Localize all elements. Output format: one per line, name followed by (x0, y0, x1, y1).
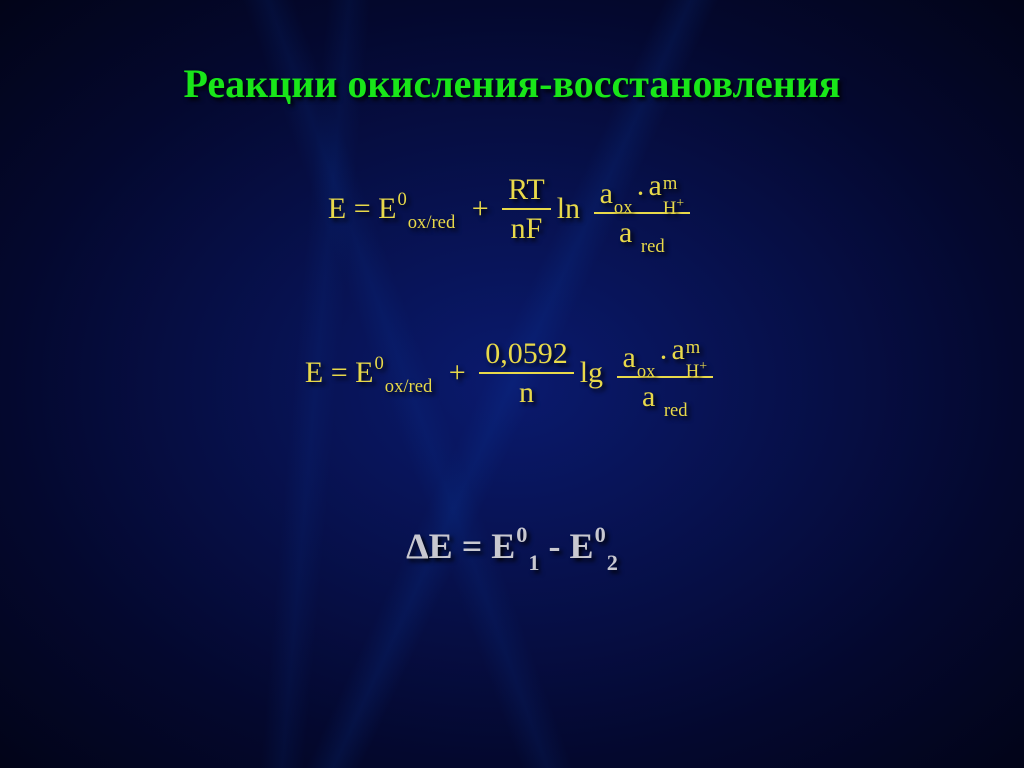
minus-sign: - (549, 526, 561, 566)
a-ox: a ox (600, 177, 633, 210)
a-red: a red (642, 380, 688, 413)
numerator-activities: a ox · a m H+ (617, 331, 714, 376)
E0-ox-red: E 0 ox/red (378, 192, 455, 226)
E0-2: E 0 2 (570, 525, 618, 567)
lhs-E: E (305, 356, 323, 390)
E0-sub: ox/red (385, 376, 433, 398)
denominator-a-red: a red (613, 214, 671, 251)
E0-1: E 0 1 (491, 525, 539, 567)
sub-1: 1 (528, 550, 539, 576)
plus-sign: + (472, 192, 489, 226)
E0-ox-red: E 0 ox/red (355, 356, 432, 390)
nernst-equation-numeric: E = E 0 ox/red + 0,0592 n lg a (60, 331, 964, 415)
E0-sup: 0 (397, 189, 406, 211)
ln-operator: ln (557, 192, 580, 226)
lhs-E: E (328, 192, 346, 226)
E0-base: E (378, 192, 396, 226)
denominator-n: n (513, 374, 540, 411)
a-ox-sub: ox (637, 362, 656, 382)
fraction-coef-n: 0,0592 n (479, 335, 574, 411)
a-red-sub: red (641, 237, 665, 257)
numerator-RT: RT (502, 171, 551, 208)
E0-sup: 0 (374, 353, 383, 375)
denominator-nF: nF (505, 210, 549, 247)
E0-sub: ox/red (408, 212, 456, 234)
fraction-activities: a ox · a m H+ (594, 167, 691, 251)
E0-base: E (355, 356, 373, 390)
a-ox-sub: ox (614, 198, 633, 218)
a-ox-base: a (623, 341, 636, 374)
equals-sign: = (331, 356, 348, 390)
fraction-RT-nF: RT nF (502, 171, 551, 247)
a-ox: a ox (623, 341, 656, 374)
denominator-a-red: a red (636, 378, 694, 415)
a-H-sub-H: H+ (686, 365, 707, 379)
numerator-coef: 0,0592 (479, 335, 574, 372)
a-H-base: a (648, 169, 661, 202)
E-base: E (570, 525, 594, 567)
plus-sign: + (449, 356, 466, 390)
a-ox-base: a (600, 177, 613, 210)
equals-sign: = (462, 526, 483, 566)
a-H-sup-m: m (686, 341, 700, 354)
lg-operator: lg (580, 356, 603, 390)
a-H: a m H+ (671, 333, 707, 374)
E-base: E (491, 525, 515, 567)
delta-E-equation: ΔE = E 0 1 - E 0 2 (60, 525, 964, 567)
a-H-sup-m: m (663, 177, 677, 190)
numerator-activities: a ox · a m H+ (594, 167, 691, 212)
sub-2: 2 (607, 550, 618, 576)
delta-E: ΔE (406, 526, 453, 566)
a-red: a red (619, 216, 665, 249)
equation-row: E = E 0 ox/red + RT nF ln a (328, 167, 696, 251)
a-red-base: a (619, 216, 632, 249)
sup-0: 0 (595, 522, 606, 548)
a-H-base: a (671, 333, 684, 366)
a-H: a m H+ (648, 169, 684, 210)
slide-title: Реакции окисления-восстановления (60, 60, 964, 107)
equation-row: E = E 0 ox/red + 0,0592 n lg a (305, 331, 719, 415)
nernst-equation-general: E = E 0 ox/red + RT nF ln a (60, 167, 964, 251)
a-H-sub-H: H+ (663, 202, 684, 216)
multiply-dot: · (658, 341, 668, 374)
equals-sign: = (354, 192, 371, 226)
a-red-sub: red (664, 401, 688, 421)
slide: Реакции окисления-восстановления E = E 0… (0, 0, 1024, 768)
a-red-base: a (642, 380, 655, 413)
fraction-activities: a ox · a m H+ (617, 331, 714, 415)
sup-0: 0 (516, 522, 527, 548)
multiply-dot: · (635, 177, 645, 210)
